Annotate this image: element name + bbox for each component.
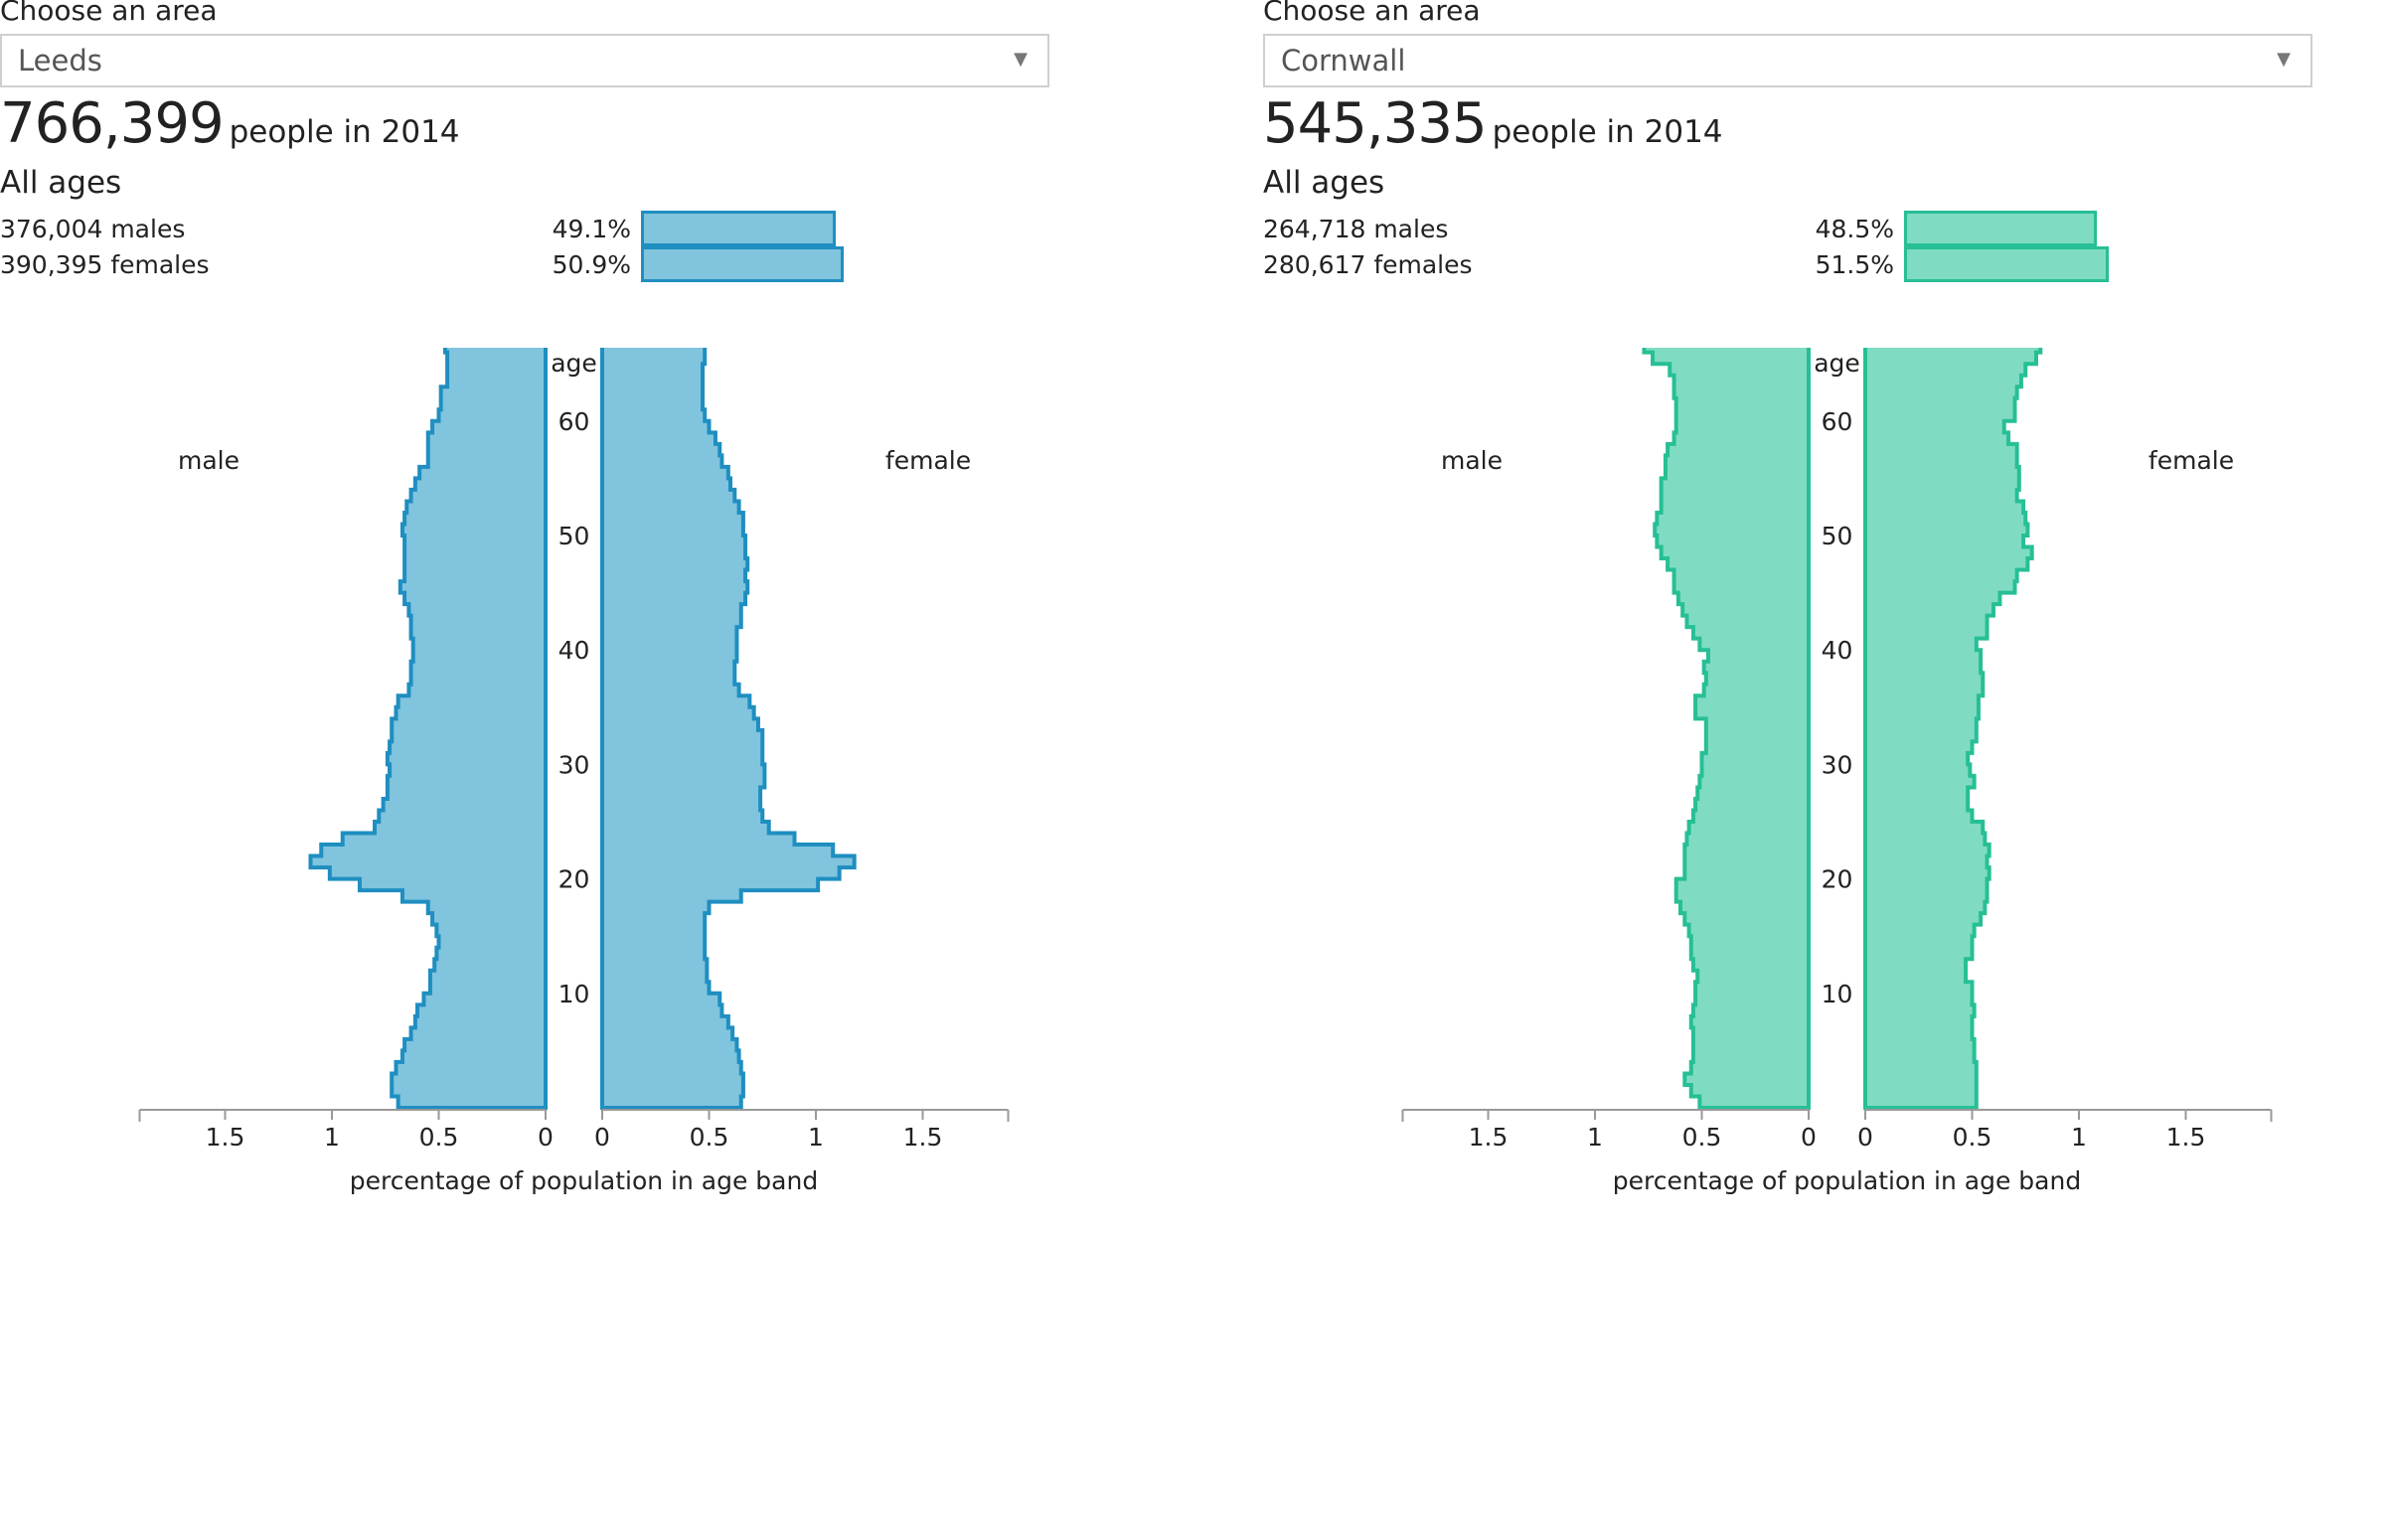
x-tick-label: 1.5 [2166,1123,2206,1152]
males-row: 264,718 males 48.5% [1263,211,2257,250]
age-tick-label: 60 [558,407,590,436]
male-side-label: male [178,446,239,475]
age-tick-label: 50 [1822,522,1853,550]
x-tick-label: 1 [808,1123,824,1152]
males-count: 264,718 males [1263,215,1449,243]
area-select-value: Leeds [18,44,102,77]
females-percent: 51.5% [1815,250,1894,279]
x-tick-label: 1.5 [903,1123,943,1152]
age-tick-label: 20 [1822,865,1853,894]
male-series-area [1642,348,1811,1110]
choose-area-label: Choose an area [0,0,218,27]
x-tick-label: 0 [1801,1123,1817,1152]
males-share-bar [1904,211,2097,246]
x-axis: 1.5 1 0.5 0 0 0.5 1 1.5 percentage of population… [138,1109,1010,1195]
age-axis-label: age [551,349,597,378]
age-group-label: All ages [0,165,122,201]
age-tick-label: 50 [558,522,590,550]
age-tick-label: 20 [558,865,590,894]
female-side-label: female [2148,446,2234,475]
x-tick-label: 0 [538,1123,554,1152]
choose-area-label: Choose an area [1263,0,1481,27]
x-axis-label: percentage of population in age band [1613,1166,2081,1195]
x-axis: 1.5 1 0.5 0 0 0.5 1 1.5 percentage of population… [1401,1109,2273,1195]
age-tick-label: 30 [558,750,590,779]
age-tick-label: 10 [558,980,590,1008]
female-side-label: female [885,446,971,475]
age-tick-label: 60 [1822,407,1853,436]
x-tick-label: 1 [1587,1123,1603,1152]
x-tick-label: 1.5 [1469,1123,1509,1152]
females-percent: 50.9% [552,250,631,279]
females-count: 280,617 females [1263,250,1473,279]
population-suffix: people in 2014 [1492,114,1723,150]
x-tick-label: 0.5 [1953,1123,1992,1152]
pyramid-shapes [1642,348,2043,1110]
female-series-area [600,348,857,1110]
x-tick-label: 0 [594,1123,610,1152]
age-tick-label: 10 [1822,980,1853,1008]
x-axis-label: percentage of population in age band [350,1166,818,1195]
population-headline: 766,399 people in 2014 [0,91,460,156]
x-tick-label: 1.5 [206,1123,245,1152]
area-select[interactable]: Cornwall ▼ [1263,34,2312,87]
chevron-down-icon[interactable]: ▼ [1014,49,1028,70]
x-tick-label: 0.5 [1682,1123,1722,1152]
x-tick-label: 0.5 [419,1123,459,1152]
age-group-label: All ages [1263,165,1385,201]
male-series-area [308,348,548,1110]
age-tick-label: 40 [1822,636,1853,665]
area-select[interactable]: Leeds ▼ [0,34,1049,87]
population-pyramid-chart: 102030405060708090agemalefemale1.510.500… [1401,348,2273,1195]
x-tick-label: 0.5 [690,1123,729,1152]
male-side-label: male [1441,446,1503,475]
age-axis: 102030405060708090age [551,349,597,1008]
males-share-bar [641,211,837,246]
females-row: 280,617 females 51.5% [1263,246,2257,286]
x-tick-label: 1 [2071,1123,2087,1152]
age-tick-label: 40 [558,636,590,665]
area-select-value: Cornwall [1281,44,1406,77]
area-panel-right: Choose an area Cornwall ▼ 545,335 people … [1263,0,2356,1540]
population-headline: 545,335 people in 2014 [1263,91,1723,156]
males-percent: 48.5% [1815,215,1894,243]
chevron-down-icon[interactable]: ▼ [2277,49,2291,70]
males-row: 376,004 males 49.1% [0,211,994,250]
population-suffix: people in 2014 [229,114,460,150]
pyramid-shapes [308,348,857,1110]
males-percent: 49.1% [552,215,631,243]
age-axis: 102030405060708090age [1814,349,1860,1008]
population-pyramid-chart: 102030405060708090agemalefemale1.510.500… [138,348,1010,1195]
age-tick-label: 30 [1822,750,1853,779]
females-share-bar [641,246,844,282]
females-share-bar [1904,246,2109,282]
age-axis-label: age [1814,349,1860,378]
females-count: 390,395 females [0,250,210,279]
population-number: 766,399 [0,91,225,156]
area-panel-left: Choose an area Leeds ▼ 766,399 people in … [0,0,1093,1540]
x-tick-label: 0 [1857,1123,1873,1152]
female-series-area [1863,348,2043,1110]
x-tick-label: 1 [324,1123,340,1152]
population-number: 545,335 [1263,91,1488,156]
females-row: 390,395 females 50.9% [0,246,994,286]
males-count: 376,004 males [0,215,186,243]
